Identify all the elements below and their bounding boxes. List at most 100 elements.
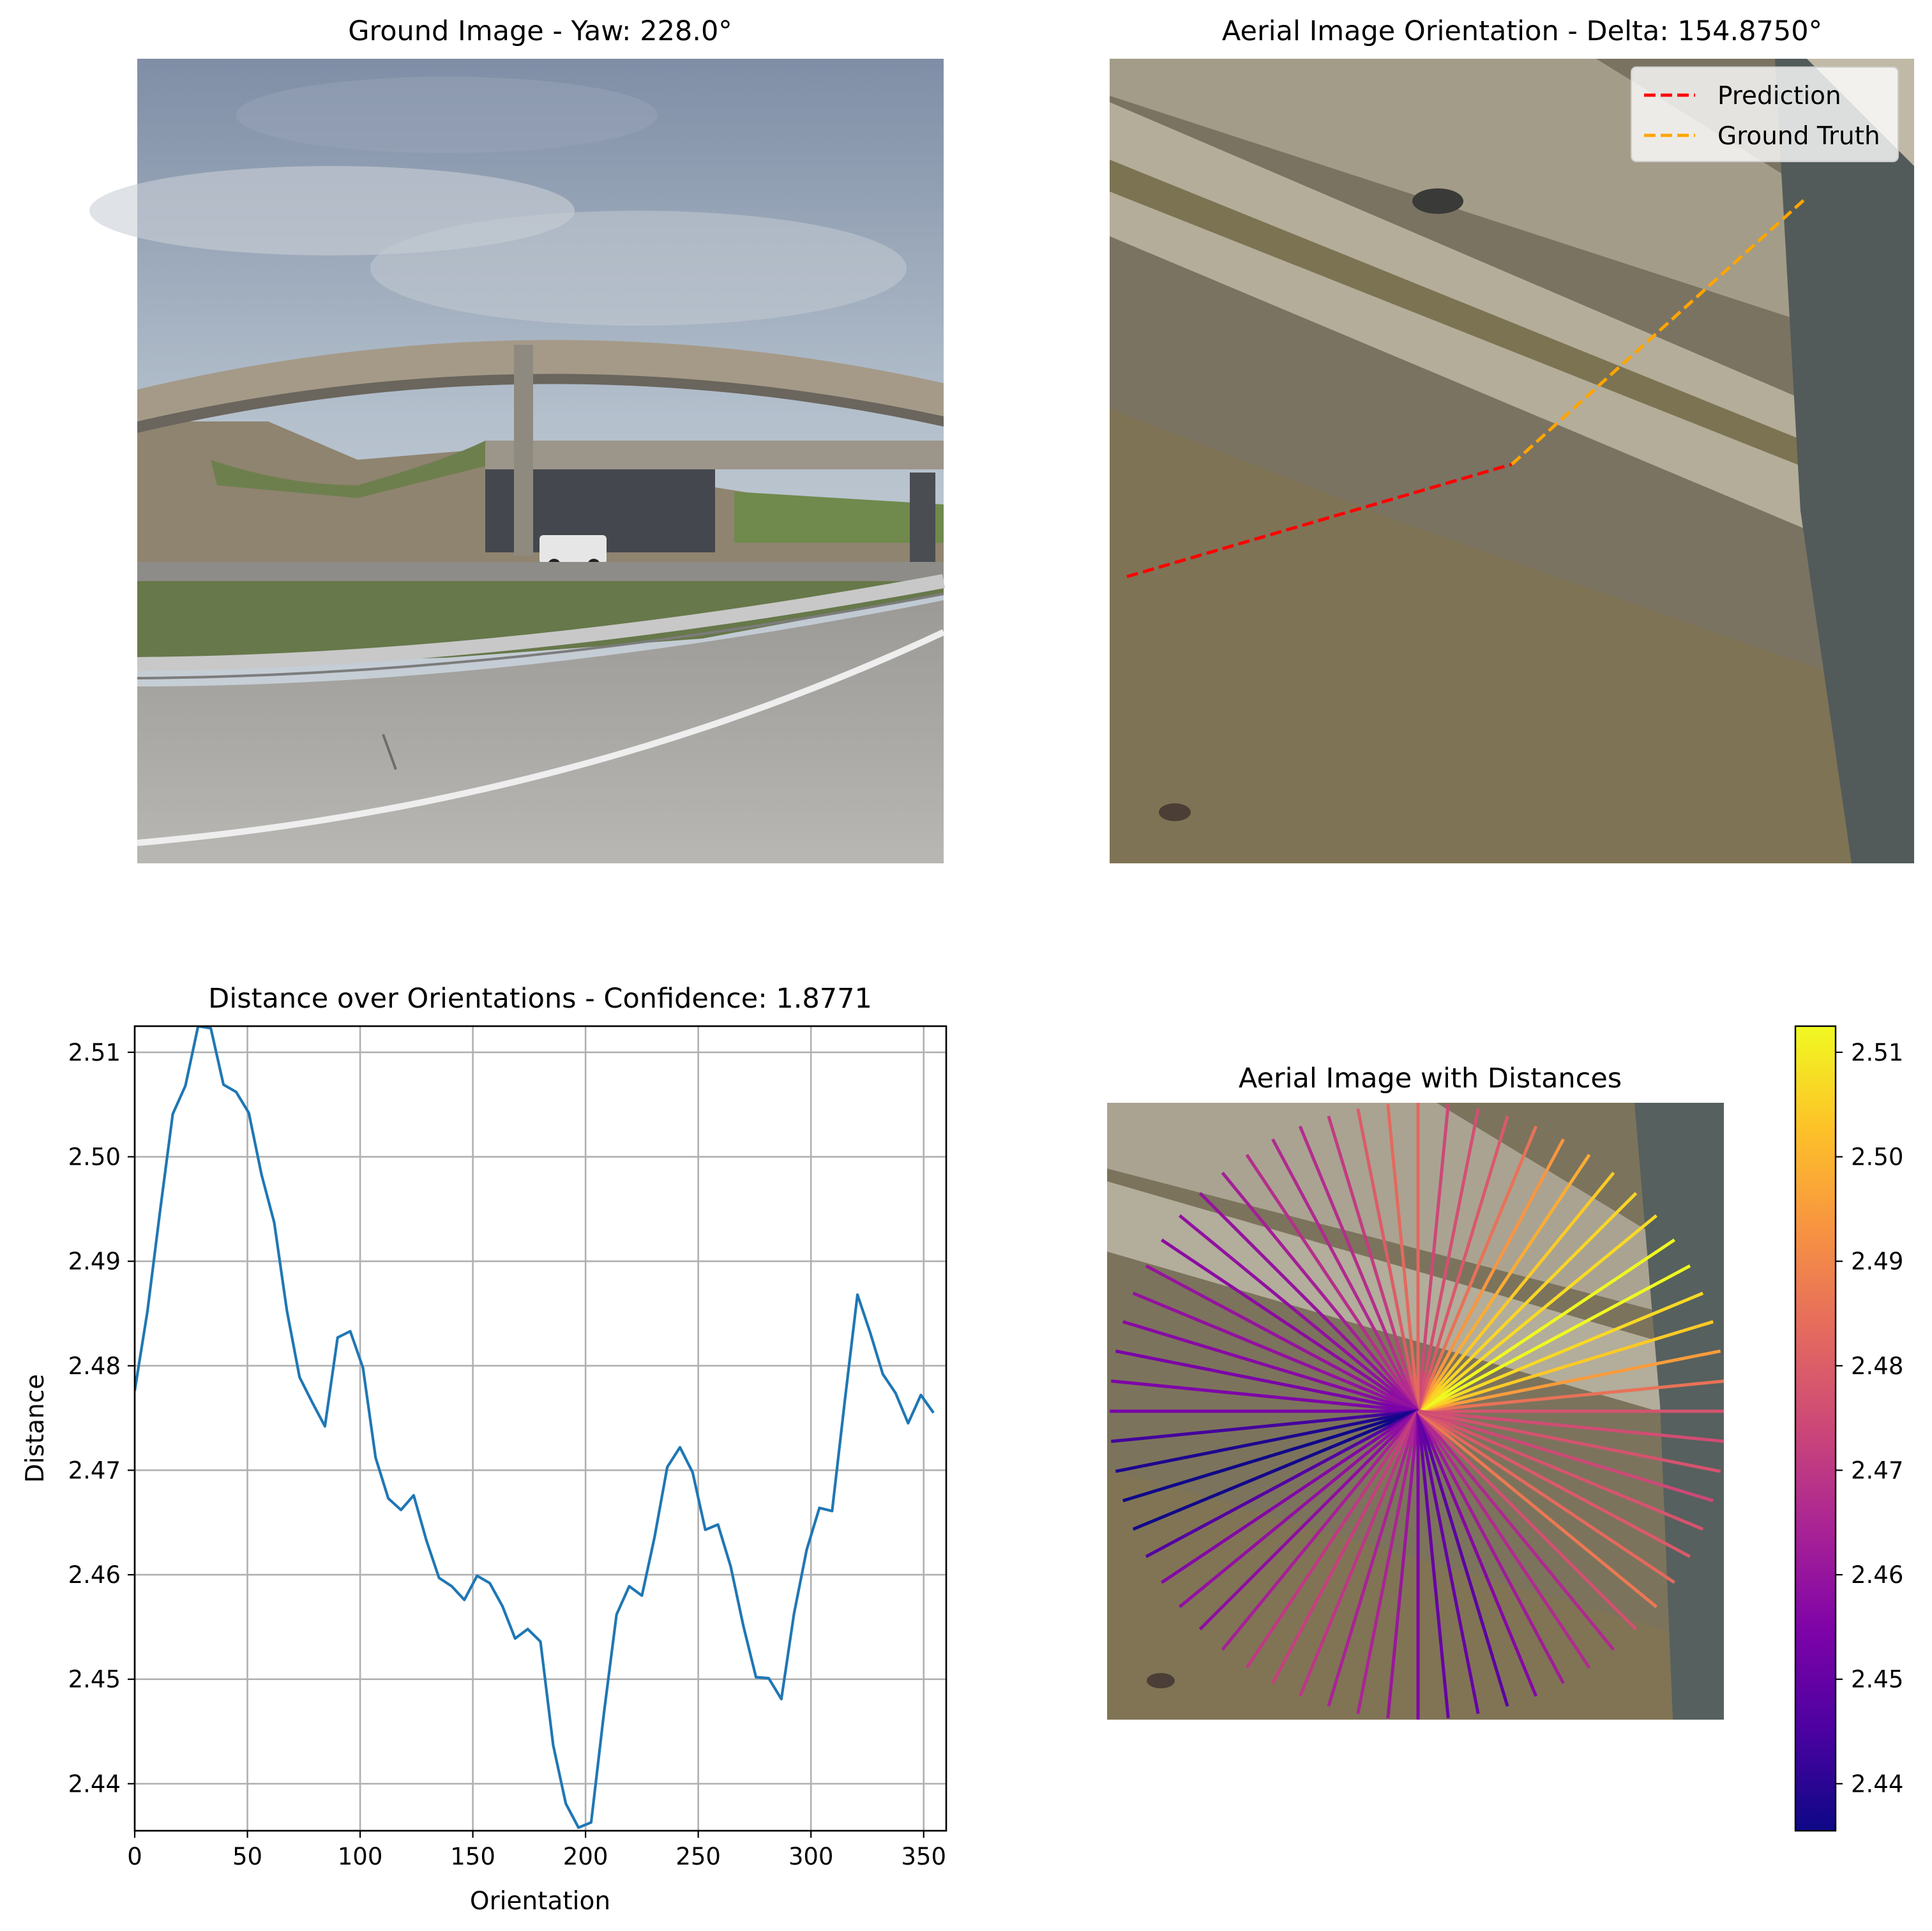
distance-ray	[1416, 1154, 1591, 1412]
distance-ray	[1356, 1411, 1420, 1715]
aerial-image	[1110, 59, 1914, 863]
distance-ray	[1245, 1410, 1420, 1669]
colorbar-ticks: 2.44 2.45 2.46 2.47 2.48 2.49 2.50 2.51	[1836, 1039, 1903, 1798]
y-axis-ticks: 2.44 2.45 2.46 2.47 2.48 2.49 2.50 2.51	[68, 1039, 135, 1798]
distance-ray	[1145, 1264, 1419, 1413]
y-tick-label: 2.51	[68, 1039, 121, 1066]
distance-ray	[1356, 1108, 1420, 1412]
line-plot: 0 50 100 150 200 250 300 350 2.442.452.462.472.…	[21, 1025, 947, 1916]
ground-image-title: Ground Image - Yaw: 228.0°	[348, 15, 732, 47]
y-tick-label: 2.50	[68, 1144, 121, 1171]
aerial-distances-image	[1107, 1103, 1724, 1720]
distance-ray	[1417, 1264, 1691, 1413]
colorbar-tick-label: 2.49	[1851, 1248, 1903, 1275]
distance-ray	[1417, 1410, 1657, 1609]
distance-ray	[1417, 1214, 1657, 1412]
distance-ray	[1198, 1192, 1419, 1412]
orientation-lines	[1126, 196, 1808, 579]
distance-ray	[1417, 1409, 1704, 1531]
distance-plot-title: Distance over Orientations - Confidence:…	[208, 983, 872, 1015]
distance-ray	[1161, 1238, 1419, 1413]
distance-ray	[1417, 1410, 1638, 1631]
legend: Prediction Ground Truth	[1631, 66, 1899, 162]
distance-ray	[1145, 1409, 1419, 1558]
colorbar-tick-label: 2.44	[1851, 1770, 1903, 1798]
legend-prediction-label: Prediction	[1717, 82, 1841, 110]
colorbar-tick-label: 2.46	[1851, 1561, 1903, 1589]
y-tick-label: 2.48	[68, 1352, 121, 1380]
colorbar-tick-label: 2.48	[1851, 1352, 1903, 1380]
x-axis-ticks: 0 50 100 150 200 250 300 350	[127, 1831, 946, 1870]
distance-ray	[1115, 1409, 1419, 1473]
x-tick-label: 0	[127, 1843, 142, 1870]
distance-ray	[1161, 1409, 1419, 1584]
colorbar-gradient	[1794, 1025, 1837, 1832]
y-tick-label: 2.47	[68, 1457, 121, 1484]
distance-ray	[1416, 1410, 1591, 1669]
x-tick-label: 200	[563, 1843, 608, 1870]
colorbar-tick-label: 2.51	[1851, 1039, 1903, 1066]
distance-ray	[1198, 1410, 1419, 1631]
x-axis-label: Orientation	[470, 1887, 610, 1916]
distance-ray	[1417, 1172, 1615, 1412]
distance-ray	[1417, 1409, 1721, 1473]
distance-ray	[1221, 1410, 1419, 1651]
distance-ray	[1416, 1411, 1509, 1707]
distance-ray	[1327, 1411, 1420, 1707]
distance-ray	[1417, 1379, 1724, 1413]
distance-ray	[1386, 1104, 1420, 1412]
x-tick-label: 150	[450, 1843, 495, 1870]
distance-ray	[1417, 1291, 1704, 1413]
distance-ray	[1416, 1411, 1450, 1718]
colorbar-tick-label: 2.47	[1851, 1457, 1903, 1484]
distance-ray	[1417, 1349, 1721, 1413]
x-tick-label: 100	[338, 1843, 383, 1870]
distance-rays	[1110, 1103, 1724, 1720]
distance-ray	[1417, 1409, 1675, 1584]
distance-ray	[1115, 1349, 1419, 1413]
distance-ray	[1417, 1410, 1615, 1651]
distance-ray	[1417, 1320, 1714, 1413]
distance-ray	[1179, 1214, 1419, 1412]
aerial-distances-title: Aerial Image with Distances	[1239, 1063, 1622, 1094]
y-tick-label: 2.49	[68, 1248, 121, 1275]
distance-ray	[1132, 1409, 1419, 1531]
y-axis-label: Distance	[21, 1374, 50, 1483]
distance-ray	[1298, 1411, 1420, 1697]
distance-ray	[1416, 1116, 1509, 1412]
distance-ray	[1245, 1154, 1420, 1412]
colorbar: 2.44 2.45 2.46 2.47 2.48 2.49 2.50 2.51	[1794, 1025, 1903, 1832]
ground-image	[89, 59, 946, 863]
distance-ray	[1271, 1138, 1420, 1412]
distance-ray	[1298, 1125, 1420, 1412]
distance-ray	[1221, 1172, 1419, 1412]
x-tick-label: 250	[675, 1843, 721, 1870]
distance-ray	[1416, 1104, 1450, 1412]
distance-ray	[1122, 1409, 1419, 1503]
distance-ray	[1416, 1411, 1538, 1697]
y-tick-label: 2.46	[68, 1561, 121, 1589]
distance-ray	[1417, 1238, 1675, 1413]
distance-ray	[1416, 1125, 1538, 1412]
aerial-orientation-title: Aerial Image Orientation - Delta: 154.87…	[1222, 15, 1822, 47]
distance-ray	[1111, 1409, 1419, 1443]
distance-ray	[1271, 1410, 1420, 1685]
x-tick-label: 300	[789, 1843, 834, 1870]
distance-ray	[1179, 1410, 1419, 1609]
distance-ray	[1111, 1379, 1419, 1413]
distance-ray	[1416, 1138, 1565, 1412]
distance-ray	[1386, 1411, 1420, 1718]
colorbar-tick-label: 2.45	[1851, 1666, 1903, 1693]
colorbar-tick-label: 2.50	[1851, 1144, 1903, 1171]
distance-ray	[1416, 1108, 1480, 1412]
legend-ground-truth-label: Ground Truth	[1717, 122, 1880, 151]
distance-ray	[1417, 1192, 1638, 1412]
distance-ray	[1416, 1411, 1480, 1715]
gridlines	[133, 1026, 946, 1831]
x-tick-label: 50	[232, 1843, 262, 1870]
distance-series-line	[135, 1026, 935, 1829]
distance-ray	[1122, 1320, 1419, 1413]
y-tick-label: 2.45	[68, 1666, 121, 1693]
distance-ray	[1132, 1291, 1419, 1413]
